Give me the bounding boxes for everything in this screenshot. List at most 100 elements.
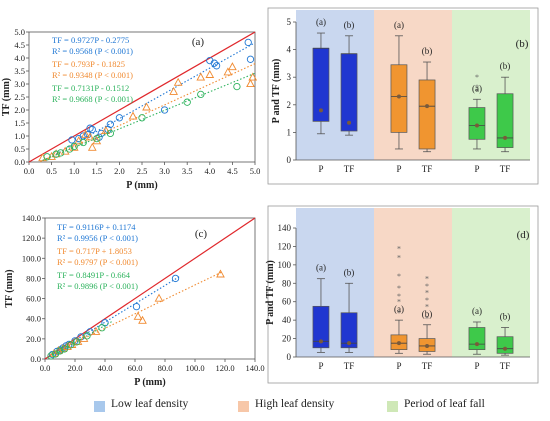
p0-y-tick-label: 5.0 (14, 27, 25, 37)
p2-data-point (56, 347, 64, 355)
p3-significance-label: (b) (500, 312, 511, 322)
p0-data-point (93, 134, 101, 143)
p0-reference-line (28, 31, 256, 163)
p0-r-squared-2: R² = 0.9668 (P < 0.001) (52, 94, 133, 104)
p0-x-axis-label: P (mm) (126, 180, 157, 191)
legend-label-fall: Period of leaf fall (404, 398, 485, 410)
p0-x-tick-label: 4.5 (227, 166, 238, 176)
p3-outlier: * (425, 302, 429, 311)
p2-data-point (154, 293, 164, 302)
p0-data-point (246, 79, 255, 88)
p1-mean-marker (503, 135, 508, 140)
p2-x-tick-label: 120.0 (215, 363, 234, 373)
p3-outlier: * (397, 244, 401, 253)
p0-data-point (183, 98, 191, 106)
p2-data-point (132, 302, 141, 311)
p0-x-tick-label: 3.0 (159, 166, 170, 176)
p2-y-tick-label: 40.0 (26, 314, 41, 324)
p0-data-point (169, 86, 178, 95)
p3-outlier: * (397, 272, 401, 281)
p0-data-point (244, 38, 252, 47)
p3-mean-marker (396, 341, 401, 346)
p2-x-tick-label: 20.0 (68, 363, 83, 373)
p3-x-tick-label: P (474, 361, 479, 371)
p0-data-point (106, 129, 115, 138)
p3-significance-label: (a) (394, 304, 404, 314)
p3-x-tick-label: TF (344, 361, 355, 371)
p1-y-axis-label: P and TF (mm) (271, 59, 282, 124)
p1-box (496, 93, 514, 148)
p2-r-squared-1: R² = 0.9797 (P < 0.001) (57, 257, 138, 267)
p0-panel-label: (a) (192, 36, 205, 48)
p0-data-point (101, 125, 111, 134)
p2-y-axis-label: TF (mm) (4, 269, 15, 307)
p3-outlier: * (397, 309, 401, 318)
p2-x-tick-label: 60.0 (128, 363, 143, 373)
p0-data-point (248, 72, 258, 81)
p1-y-tick-label: 0 (287, 155, 292, 165)
p1-box (390, 64, 408, 133)
p0-x-tick-label: 2.0 (114, 166, 125, 176)
p0-data-point (138, 114, 146, 122)
p1-group-background-0 (296, 10, 374, 160)
p1-y-tick-label: 3 (287, 72, 292, 82)
p0-data-point (128, 111, 138, 120)
p1-box (340, 53, 358, 132)
p0-data-point (81, 129, 90, 138)
p3-outlier: * (397, 298, 401, 307)
p0-equation-0: TF = 0.9727P - 0.2775 (52, 35, 129, 45)
p1-x-tick-label: TF (344, 164, 355, 174)
p2-equation-1: TF = 0.717P + 1.8053 (57, 246, 132, 256)
p1-outlier: * (475, 83, 479, 92)
p1-significance-label: (b) (422, 46, 433, 56)
p3-y-tick-label: 40 (282, 315, 292, 325)
p3-significance-label: (b) (422, 309, 433, 319)
p1-mean-marker (396, 94, 401, 99)
p0-data-point (142, 102, 151, 111)
p0-data-point (173, 77, 183, 86)
p3-x-tick-label: P (396, 361, 401, 371)
p2-y-tick-label: 80.0 (26, 273, 41, 283)
p0-data-point (160, 106, 169, 114)
p2-x-tick-label: 100.0 (185, 363, 204, 373)
p3-x-tick-label: P (318, 361, 323, 371)
p1-group-background-1 (374, 10, 452, 160)
p0-x-tick-label: 5.0 (250, 166, 261, 176)
p3-group-background-0 (296, 208, 374, 357)
p3-outlier: * (397, 253, 401, 262)
p0-x-tick-label: 0.5 (46, 166, 57, 176)
p0-data-point (43, 153, 51, 161)
p0-data-point (210, 59, 218, 67)
p1-mean-marker (318, 108, 323, 113)
p1-group-background-2 (452, 10, 530, 160)
p0-data-point (115, 114, 124, 122)
p3-box (496, 336, 514, 354)
p2-data-point (98, 324, 106, 332)
p0-data-point (228, 62, 237, 71)
p1-outlier: * (475, 87, 479, 96)
p3-significance-label: (a) (472, 306, 482, 316)
p3-y-tick-label: 100 (278, 260, 292, 270)
p3-y-tick-label: 80 (282, 278, 292, 288)
p0-data-point (223, 67, 233, 76)
p0-data-point (79, 138, 87, 147)
p1-box (468, 107, 486, 140)
p3-x-tick-label: TF (500, 361, 511, 371)
p2-x-tick-label: 140.0 (245, 363, 264, 373)
p0-data-point (246, 55, 255, 63)
p0-y-tick-label: 1.5 (14, 118, 25, 128)
p0-y-tick-label: 3.0 (14, 79, 25, 89)
p1-significance-label: (b) (500, 61, 511, 71)
p3-y-tick-label: 20 (282, 334, 292, 344)
p0-y-axis-label: TF (mm) (1, 78, 12, 116)
p2-y-tick-label: 100.0 (22, 253, 41, 263)
p1-mean-marker (425, 104, 430, 109)
p0-r-squared-0: R² = 0.9568 (P < 0.001) (52, 46, 133, 56)
p0-x-tick-label: 3.5 (182, 166, 193, 176)
p3-y-axis-label: P and TF (mm) (265, 260, 276, 325)
p0-data-point (87, 142, 97, 151)
p1-x-tick-label: P (474, 164, 479, 174)
p0-x-tick-label: 2.5 (137, 166, 148, 176)
p1-significance-label: (a) (472, 83, 482, 93)
p3-mean-marker (318, 339, 323, 344)
